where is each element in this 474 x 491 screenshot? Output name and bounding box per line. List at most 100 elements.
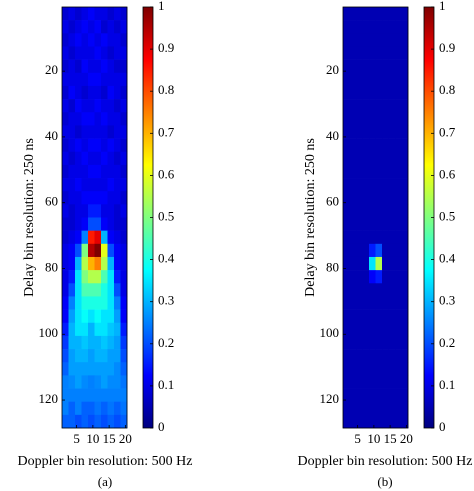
colorbar-tick-label: 0.4 <box>158 251 175 266</box>
heat-cell <box>349 59 357 74</box>
heat-cell <box>401 335 409 350</box>
heat-cell <box>114 138 121 153</box>
heat-cell <box>401 164 409 179</box>
heat-cell <box>395 414 402 429</box>
heat-cell <box>395 335 402 350</box>
heat-cell <box>369 20 376 34</box>
heat-cell <box>401 99 409 113</box>
heat-cell <box>395 72 402 87</box>
heat-cell <box>349 20 357 34</box>
heat-cell <box>375 375 383 389</box>
heat-cell <box>343 99 350 113</box>
heat-cell <box>349 164 357 179</box>
heat-cell <box>107 283 115 297</box>
heat-cell <box>382 322 389 337</box>
heat-cell <box>81 401 89 416</box>
heat-cell <box>94 283 102 297</box>
y-tick-label: 40 <box>326 128 339 143</box>
heat-cell <box>88 414 95 429</box>
x-tick-label: 20 <box>119 431 132 446</box>
heat-cell <box>349 335 357 350</box>
heat-cell <box>369 7 376 21</box>
heat-cell <box>94 20 102 34</box>
heat-cell <box>343 112 350 126</box>
heat-cell <box>62 33 69 47</box>
heat-cell <box>401 33 409 47</box>
x-tick-label: 15 <box>384 431 397 446</box>
heat-cell <box>114 217 121 231</box>
heat-cell <box>369 59 376 74</box>
heat-cell <box>88 270 95 284</box>
heat-cell <box>388 335 396 350</box>
heat-cell <box>94 309 102 324</box>
heat-cell <box>62 349 69 363</box>
heat-cell <box>81 164 89 179</box>
heat-cell <box>68 204 76 218</box>
colorbar-tick-label: 0 <box>439 419 446 434</box>
y-tick-label: 100 <box>320 325 340 340</box>
heat-cell <box>88 99 95 113</box>
heat-cell <box>107 309 115 324</box>
heat-cell <box>94 401 102 416</box>
heat-cell <box>349 46 357 60</box>
heat-cell <box>94 335 102 350</box>
heat-cell <box>382 217 389 231</box>
heat-cell <box>62 270 69 284</box>
heat-cell <box>94 204 102 218</box>
heat-cell <box>94 138 102 153</box>
heat-cell <box>75 59 82 74</box>
heat-cell <box>107 138 115 153</box>
heat-cell <box>375 59 383 74</box>
heat-cell <box>369 191 376 205</box>
heat-cell <box>68 164 76 179</box>
colorbar-tick-label: 0.1 <box>439 377 455 392</box>
heat-cell <box>101 283 108 297</box>
heat-cell <box>107 230 115 245</box>
heat-cell <box>401 309 409 324</box>
heat-cell <box>81 375 89 389</box>
heat-cell <box>107 178 115 192</box>
heat-cell <box>88 191 95 205</box>
heat-cell <box>107 401 115 416</box>
heat-cell <box>68 335 76 350</box>
heat-cell <box>101 72 108 87</box>
heat-cell <box>107 322 115 337</box>
heat-cell <box>62 151 69 166</box>
heat-cell <box>356 20 363 34</box>
heat-cell <box>343 401 350 416</box>
heat-cell <box>343 256 350 271</box>
heat-cell <box>375 256 383 271</box>
heat-cell <box>107 270 115 284</box>
heat-cell <box>343 125 350 139</box>
heat-cell <box>401 7 409 21</box>
heat-cell <box>101 99 108 113</box>
heat-cell <box>62 296 69 310</box>
heat-cell <box>356 178 363 192</box>
heat-cell <box>388 362 396 376</box>
colorbar-tick-label: 0.7 <box>158 124 175 139</box>
heat-cell <box>375 46 383 60</box>
heat-cell <box>343 322 350 337</box>
heat-cell <box>94 72 102 87</box>
heat-cell <box>356 151 363 166</box>
heat-cell <box>88 164 95 179</box>
heat-cell <box>362 256 370 271</box>
heat-cell <box>356 217 363 231</box>
heat-cell <box>94 270 102 284</box>
heat-cell <box>388 20 396 34</box>
heat-cell <box>120 125 128 139</box>
heat-cell <box>369 375 376 389</box>
heat-cell <box>101 112 108 126</box>
heat-cell <box>88 322 95 337</box>
colorbar-tick-label: 0.2 <box>439 335 455 350</box>
heat-cell <box>120 401 128 416</box>
heat-cell <box>120 217 128 231</box>
heat-cell <box>356 99 363 113</box>
heat-cell <box>401 217 409 231</box>
heat-cell <box>382 270 389 284</box>
heat-cell <box>120 283 128 297</box>
heat-cell <box>101 204 108 218</box>
heat-cell <box>120 20 128 34</box>
heat-cell <box>94 178 102 192</box>
heat-cell <box>369 33 376 47</box>
